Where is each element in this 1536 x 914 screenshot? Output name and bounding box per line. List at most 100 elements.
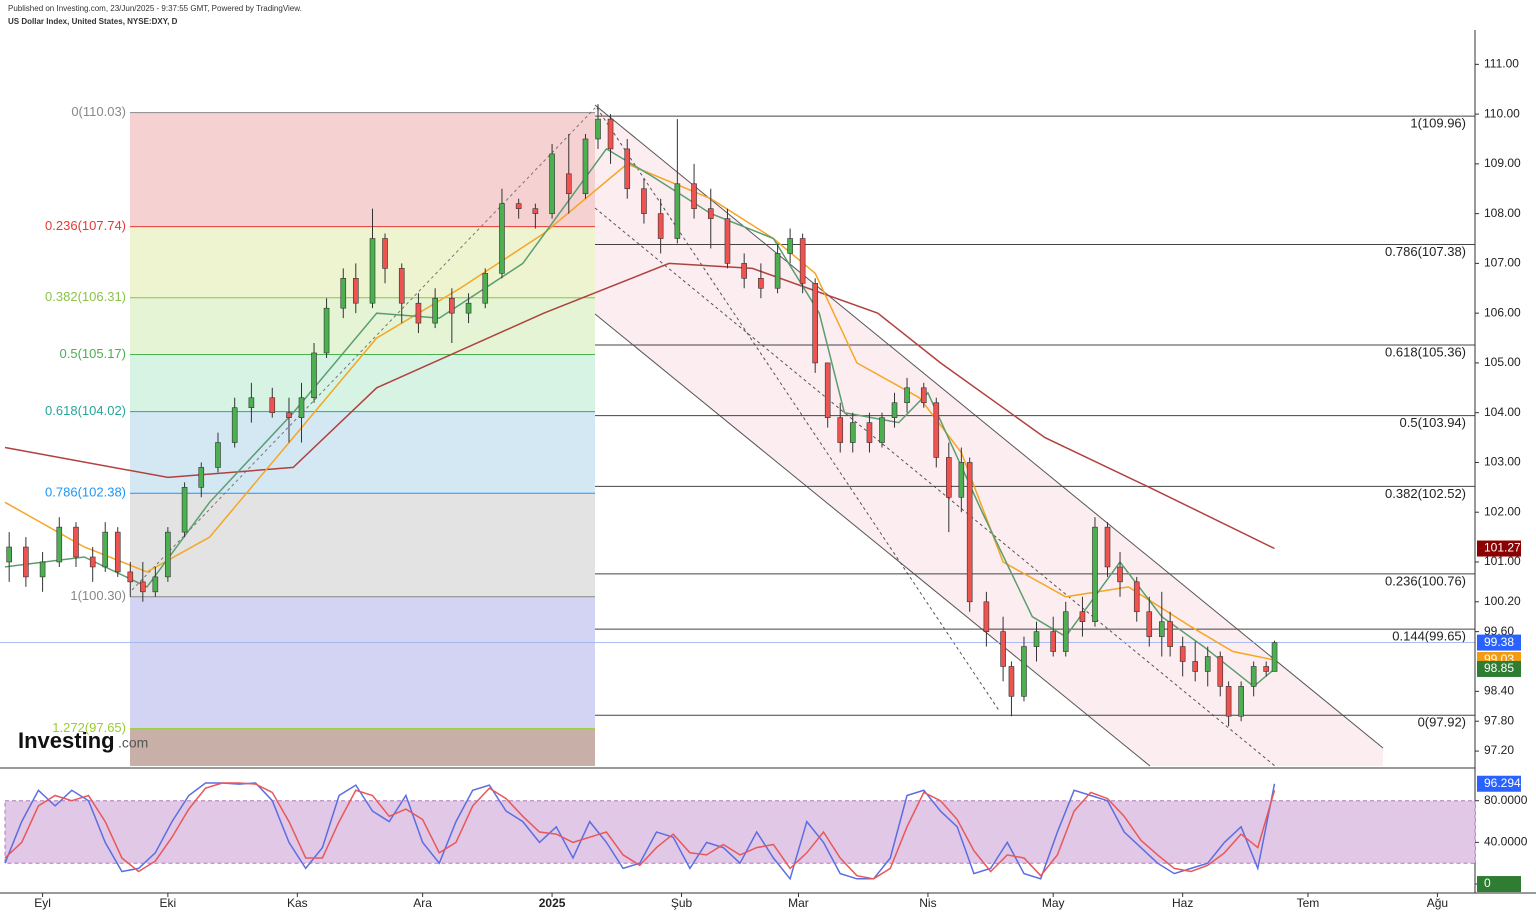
fib-label: 0.236(100.76)	[1385, 573, 1466, 588]
candle-body	[595, 118, 601, 140]
candle-body	[165, 531, 171, 578]
fib-band	[130, 226, 595, 298]
candle-body	[966, 462, 973, 603]
fib-label: 0.5(105.17)	[60, 346, 127, 361]
candle-body	[812, 282, 818, 364]
fib-label: 1(109.96)	[1410, 116, 1466, 131]
fib-label: 0.382(102.52)	[1385, 486, 1466, 501]
candle-body	[824, 362, 831, 418]
price-badge	[1477, 775, 1521, 792]
fib-band	[130, 112, 595, 227]
x-tick-label: May	[1042, 896, 1065, 910]
candle-body	[758, 278, 764, 289]
candle-body	[1146, 611, 1153, 637]
candle-body	[946, 457, 952, 498]
price-badge	[1477, 660, 1521, 677]
candle-body	[340, 278, 347, 309]
candle-body	[23, 546, 29, 578]
candle-body	[39, 561, 46, 578]
badge-label: 0	[1484, 876, 1491, 890]
candle-body	[311, 352, 317, 399]
fib-band	[130, 297, 595, 355]
fib-label: 0.786(102.38)	[45, 485, 126, 500]
y-tick-label: 103.00	[1484, 455, 1521, 469]
candle-body	[1021, 646, 1027, 697]
stoch-band	[4, 800, 1476, 864]
candle-body	[482, 273, 489, 304]
fib-band	[130, 728, 595, 766]
logo-suffix: .com	[118, 735, 148, 751]
fib-label: 0(110.03)	[71, 104, 126, 119]
candle-body	[983, 601, 990, 632]
candle-body	[298, 397, 305, 418]
fib-label: 1.272(97.65)	[52, 720, 126, 735]
badge-label: 99.38	[1484, 635, 1514, 649]
candle-body	[73, 526, 79, 558]
candle-body	[582, 138, 589, 195]
x-tick-label: Mar	[788, 896, 809, 910]
candle-body	[691, 183, 697, 209]
candle-body	[1225, 686, 1232, 717]
candle-body	[724, 218, 731, 264]
y-tick-label: 111.00	[1484, 57, 1519, 71]
y-tick-label: 97.20	[1484, 743, 1514, 757]
candle-body	[1050, 631, 1057, 652]
y-tick-label: 106.00	[1484, 305, 1521, 319]
candle-body	[837, 417, 844, 443]
candle-body	[849, 422, 856, 443]
candle-body	[1033, 631, 1040, 647]
candle-body	[1204, 656, 1211, 672]
candle-body	[1104, 526, 1111, 568]
y-tick-label: 97.80	[1484, 713, 1514, 727]
channel-mid	[594, 207, 1276, 767]
candle-body	[102, 531, 109, 568]
candle-body	[398, 268, 405, 304]
candle-body	[286, 412, 292, 418]
price-badge	[1477, 540, 1521, 557]
candle-body	[1079, 611, 1086, 622]
y-tick-label: 110.00	[1484, 106, 1520, 120]
candle-body	[904, 387, 910, 404]
fib-label: 1(100.30)	[70, 588, 126, 603]
candle-body	[1271, 642, 1278, 672]
channel-upper	[594, 104, 1384, 749]
candle-body	[352, 278, 359, 304]
y-tick-label: 98.40	[1484, 684, 1514, 698]
y-tick-label: 107.00	[1484, 256, 1521, 270]
candle-body	[114, 531, 121, 573]
y-tick-label: 40.0000	[1484, 835, 1528, 849]
moving-average	[4, 147, 1275, 688]
candle-body	[549, 153, 555, 214]
candle-body	[1008, 666, 1015, 697]
x-tick-label: 2025	[539, 896, 566, 910]
x-tick-label: Ağu	[1427, 896, 1448, 910]
fib-label: 0(97.92)	[1418, 715, 1466, 730]
x-tick-label: Ara	[413, 896, 432, 910]
candle-body	[369, 238, 376, 304]
y-tick-label: 104.00	[1484, 405, 1521, 419]
candle-body	[891, 402, 898, 418]
fib-band	[130, 493, 595, 597]
candle-body	[449, 297, 455, 314]
fib-label: 0.5(103.94)	[1400, 415, 1467, 430]
candle-body	[181, 487, 188, 533]
trend-dashed	[596, 107, 1001, 713]
candle-body	[269, 397, 276, 413]
candle-body	[1263, 666, 1269, 672]
candle-body	[382, 238, 388, 269]
x-tick-label: Tem	[1297, 896, 1320, 910]
candle-body	[958, 462, 965, 498]
candle-body	[1179, 646, 1186, 662]
candle-body	[127, 571, 134, 583]
candle-body	[624, 148, 631, 190]
y-tick-label: 80.0000	[1484, 793, 1528, 807]
y-tick-label: 101.00	[1484, 554, 1521, 568]
candle-body	[1217, 656, 1224, 687]
candle-body	[152, 576, 159, 593]
fib-band	[130, 411, 595, 494]
candle-body	[787, 238, 793, 254]
x-tick-label: Eki	[160, 896, 177, 910]
candle-body	[933, 402, 940, 458]
y-tick-label: 102.00	[1484, 504, 1521, 518]
